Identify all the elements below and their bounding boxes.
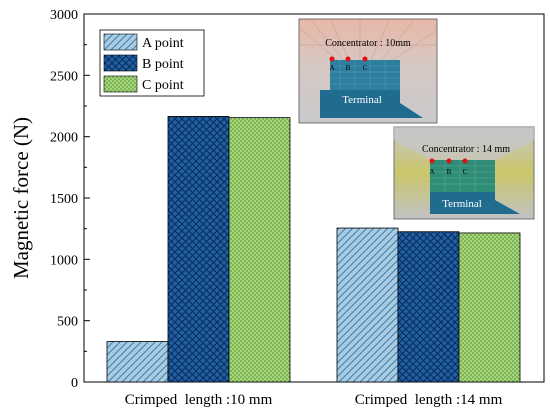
point-b-label: B <box>447 168 452 176</box>
inset-concentrator-10mm: Concentrator : 10mm A B C Terminal <box>298 18 438 124</box>
point-b-marker <box>446 158 452 164</box>
y-axis-title: Magnetic force (N) <box>9 117 33 279</box>
point-c-label: C <box>363 64 368 72</box>
bars-group <box>106 116 521 383</box>
point-a-label: A <box>329 64 334 72</box>
point-b-marker <box>345 56 351 62</box>
point-a-marker <box>329 56 335 62</box>
bar-c-point-1 <box>228 117 291 383</box>
bar-a-point-1 <box>106 341 169 383</box>
x-category-label: Crimped length :14 mm <box>355 392 503 408</box>
inset-concentrator-14mm: Concentrator : 14 mm A B C Terminal <box>393 126 535 220</box>
terminal-label: Terminal <box>342 94 382 106</box>
point-a-marker <box>429 158 435 164</box>
bar-c-point-2 <box>458 232 521 383</box>
point-c-marker <box>462 158 468 164</box>
legend-label-c: C point <box>142 78 184 93</box>
inset-title: Concentrator : 14 mm <box>422 144 510 155</box>
bar-b-point-2 <box>397 231 460 383</box>
legend-swatch-c <box>103 75 138 93</box>
legend-swatch-a <box>103 33 138 51</box>
y-tick-label: 2000 <box>50 131 78 146</box>
y-tick-label: 2500 <box>50 69 78 84</box>
x-category-label: Crimped length :10 mm <box>125 392 273 408</box>
terminal-label: Terminal <box>442 198 482 210</box>
y-tick-label: 3000 <box>50 8 78 23</box>
y-axis: 0 500 1000 1500 2000 2500 3000 <box>50 8 90 391</box>
bar-a-point-2 <box>336 227 399 383</box>
point-a-label: A <box>429 168 434 176</box>
bar-b-point-1 <box>167 116 230 383</box>
inset-title: Concentrator : 10mm <box>325 38 411 49</box>
y-tick-label: 1000 <box>50 253 78 268</box>
y-tick-label: 500 <box>57 315 78 330</box>
legend: A point B point C point <box>99 29 205 97</box>
x-axis-labels: Crimped length :10 mm Crimped length :14 … <box>125 392 503 408</box>
legend-swatch-b <box>103 54 138 72</box>
point-c-marker <box>362 56 368 62</box>
legend-label-b: B point <box>142 57 184 72</box>
point-b-label: B <box>346 64 351 72</box>
legend-label-a: A point <box>142 36 184 51</box>
point-c-label: C <box>463 168 468 176</box>
y-tick-label: 0 <box>71 376 78 391</box>
y-tick-label: 1500 <box>50 192 78 207</box>
